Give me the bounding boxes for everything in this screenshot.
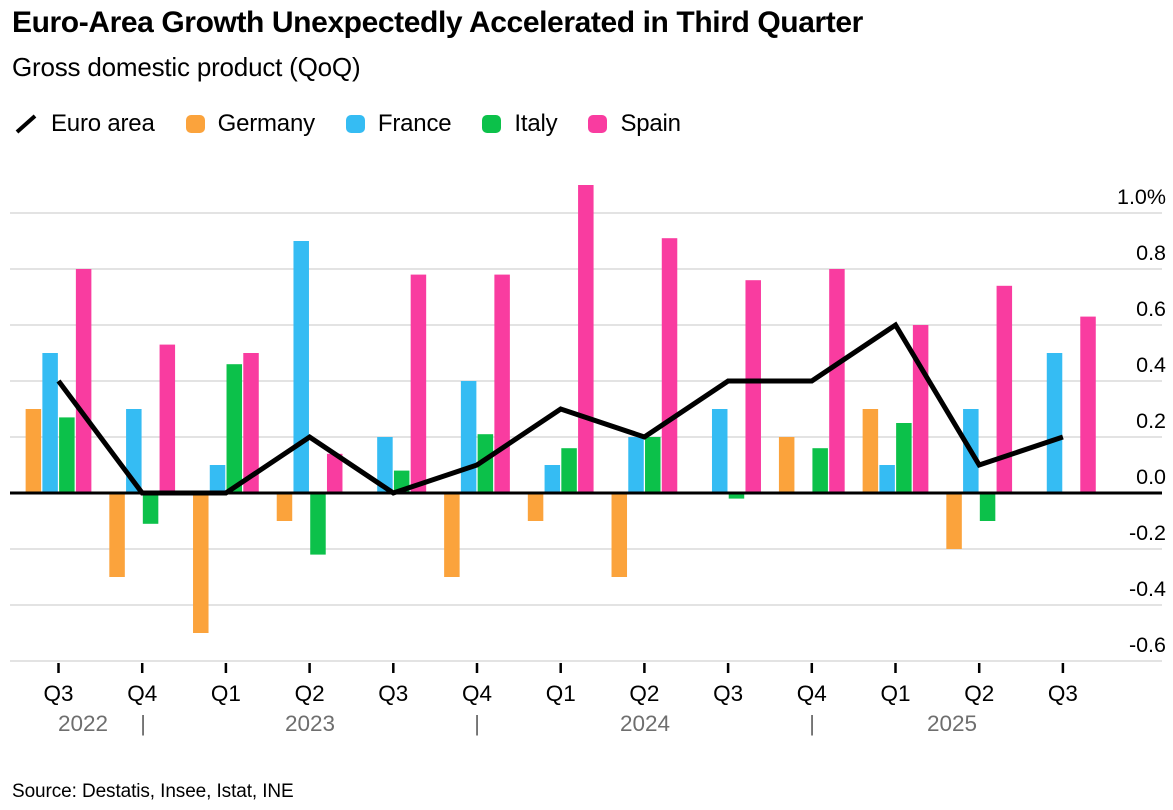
bar-france-q4-2023 (460, 381, 477, 493)
bar-germany-q4-2024 (778, 437, 795, 493)
bar-germany-q3-2022 (25, 409, 42, 493)
bar-germany-q4-2022 (109, 493, 125, 577)
bar-spain-q4-2024 (829, 269, 845, 493)
y-axis-label--0.4: -0.4 (1129, 577, 1166, 601)
bar-italy-q1-2023 (226, 364, 243, 493)
france-swatch-icon (345, 115, 365, 133)
quarter-label-q2-2023: Q2 (295, 681, 325, 706)
bar-italy-q3-2024 (728, 493, 745, 499)
bar-france-q3-2024 (711, 409, 728, 493)
legend-label-france: France (377, 110, 452, 137)
quarter-label-q3-2024: Q3 (713, 681, 743, 706)
year-label-2024: 2024 (620, 711, 670, 736)
chart-legend: Euro area Germany France Italy Spain (14, 110, 681, 138)
bar-germany-q1-2024 (527, 493, 544, 521)
italy-swatch-icon (482, 115, 502, 133)
bar-spain-q4-2023 (494, 274, 510, 493)
bar-italy-q4-2024 (812, 448, 828, 493)
bar-germany-q2-2023 (276, 493, 293, 521)
bar-italy-q3-2022 (59, 417, 75, 493)
y-axis-label-0.4: 0.4 (1136, 353, 1166, 377)
legend-item-italy: Italy (482, 110, 558, 138)
source-note: Source: Destatis, Insee, Istat, INE (12, 781, 294, 802)
chart-subtitle: Gross domestic product (QoQ) (12, 52, 361, 82)
bar-italy-q2-2025 (979, 493, 996, 521)
bar-france-q2-2024 (628, 437, 644, 493)
bar-france-q1-2025 (879, 465, 895, 493)
legend-item-germany: Germany (185, 110, 315, 138)
bar-france-q1-2023 (209, 465, 226, 493)
bar-spain-q3-2025 (1080, 316, 1096, 493)
quarter-label-q1-2025: Q1 (880, 681, 910, 706)
bar-spain-q1-2025 (912, 325, 929, 493)
bar-italy-q4-2022 (142, 493, 159, 524)
bar-france-q3-2023 (377, 437, 393, 493)
bar-spain-q3-2024 (745, 280, 761, 493)
quarter-label-q3-2022: Q3 (43, 681, 73, 706)
bar-spain-q2-2024 (661, 238, 678, 493)
quarter-label-q2-2025: Q2 (964, 681, 994, 706)
legend-label-germany: Germany (217, 110, 315, 137)
bar-germany-q2-2024 (611, 493, 628, 577)
year-divider: | (474, 711, 480, 736)
quarter-label-q3-2023: Q3 (378, 681, 408, 706)
quarter-label-q3-2025: Q3 (1048, 681, 1078, 706)
bar-italy-q2-2023 (310, 493, 326, 555)
quarter-label-q4-2022: Q4 (127, 681, 157, 706)
bar-france-q1-2024 (544, 465, 561, 493)
bar-germany-q1-2025 (862, 409, 879, 493)
bar-france-q3-2025 (1046, 353, 1063, 493)
y-axis-label--0.2: -0.2 (1129, 521, 1166, 545)
bar-spain-q3-2023 (410, 274, 427, 493)
bar-italy-q1-2024 (561, 448, 577, 493)
quarter-label-q1-2024: Q1 (546, 681, 576, 706)
bar-germany-q1-2023 (193, 493, 209, 633)
bar-germany-q4-2023 (444, 493, 460, 577)
quarter-label-q2-2024: Q2 (629, 681, 659, 706)
bar-italy-q1-2025 (896, 423, 912, 493)
y-axis-label-0.6: 0.6 (1136, 297, 1166, 321)
bar-spain-q3-2022 (75, 269, 92, 493)
bar-spain-q1-2024 (578, 185, 594, 493)
bar-spain-q4-2022 (159, 344, 176, 493)
year-divider: | (809, 711, 815, 736)
bar-spain-q2-2023 (326, 453, 343, 493)
y-axis-label-0.0: 0.0 (1136, 465, 1166, 489)
spain-swatch-icon (588, 115, 608, 133)
year-label-2023: 2023 (285, 711, 335, 736)
quarter-label-q1-2023: Q1 (211, 681, 241, 706)
y-axis-label-0.2: 0.2 (1136, 409, 1166, 433)
quarter-label-q4-2024: Q4 (797, 681, 827, 706)
germany-swatch-icon (185, 115, 205, 133)
legend-label-spain: Spain (620, 110, 681, 137)
quarter-label-q4-2023: Q4 (462, 681, 492, 706)
y-axis-label-1.0%: 1.0% (1117, 185, 1166, 209)
bar-france-q3-2022 (42, 353, 58, 493)
year-divider: | (140, 711, 146, 736)
bar-france-q2-2023 (293, 241, 309, 493)
y-axis-label-0.8: 0.8 (1136, 241, 1166, 265)
y-axis-label--0.6: -0.6 (1129, 633, 1166, 657)
legend-item-euro-area: Euro area (14, 110, 155, 138)
legend-item-france: France (345, 110, 452, 138)
year-label-2022: 2022 (58, 711, 108, 736)
bar-spain-q1-2023 (243, 353, 259, 493)
bar-italy-q4-2023 (477, 434, 494, 493)
year-label-2025: 2025 (927, 711, 977, 736)
bar-germany-q2-2025 (946, 493, 962, 549)
euro-area-line-icon (15, 114, 37, 134)
bar-spain-q2-2025 (996, 285, 1013, 493)
legend-label-euro-area: Euro area (51, 110, 155, 137)
legend-label-italy: Italy (514, 110, 558, 137)
legend-item-spain: Spain (588, 110, 681, 138)
bar-italy-q2-2024 (645, 437, 661, 493)
bar-france-q4-2022 (126, 409, 142, 493)
euro-area-line (56, 321, 1064, 496)
page-title: Euro-Area Growth Unexpectedly Accelerate… (12, 6, 863, 39)
